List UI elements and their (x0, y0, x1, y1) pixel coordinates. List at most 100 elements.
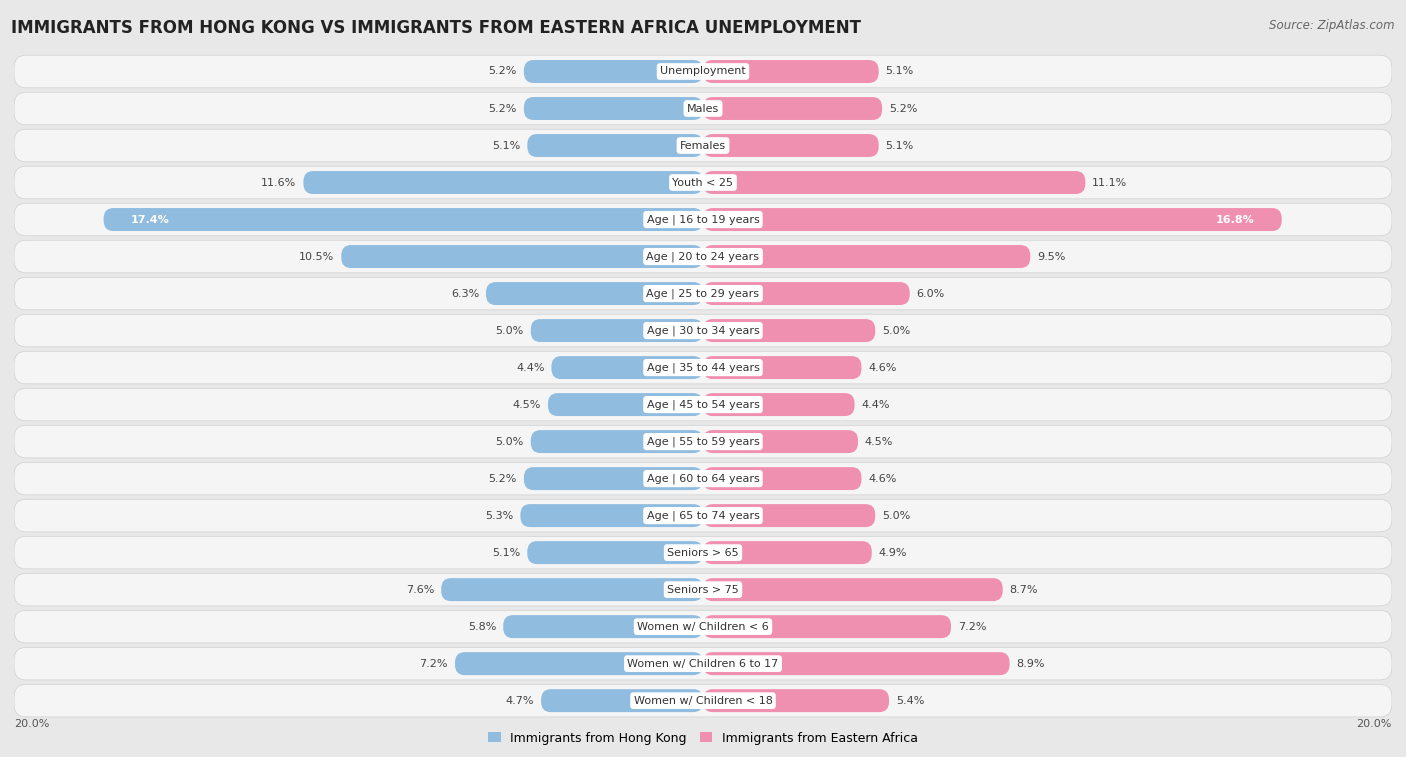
Text: Females: Females (681, 141, 725, 151)
FancyBboxPatch shape (703, 578, 1002, 601)
FancyBboxPatch shape (14, 463, 1392, 495)
Text: Age | 35 to 44 years: Age | 35 to 44 years (647, 363, 759, 372)
FancyBboxPatch shape (503, 615, 703, 638)
FancyBboxPatch shape (703, 689, 889, 712)
Text: 4.6%: 4.6% (869, 363, 897, 372)
FancyBboxPatch shape (441, 578, 703, 601)
FancyBboxPatch shape (304, 171, 703, 194)
Text: Women w/ Children 6 to 17: Women w/ Children 6 to 17 (627, 659, 779, 668)
Text: 4.7%: 4.7% (506, 696, 534, 706)
Text: 5.1%: 5.1% (492, 141, 520, 151)
FancyBboxPatch shape (703, 615, 950, 638)
Text: 4.5%: 4.5% (865, 437, 893, 447)
Text: Source: ZipAtlas.com: Source: ZipAtlas.com (1270, 19, 1395, 32)
Text: 6.3%: 6.3% (451, 288, 479, 298)
Text: 9.5%: 9.5% (1038, 251, 1066, 261)
FancyBboxPatch shape (531, 319, 703, 342)
FancyBboxPatch shape (524, 467, 703, 490)
FancyBboxPatch shape (14, 167, 1392, 199)
FancyBboxPatch shape (14, 388, 1392, 421)
Text: Age | 16 to 19 years: Age | 16 to 19 years (647, 214, 759, 225)
Text: Seniors > 65: Seniors > 65 (668, 547, 738, 558)
Text: 11.1%: 11.1% (1092, 178, 1128, 188)
Legend: Immigrants from Hong Kong, Immigrants from Eastern Africa: Immigrants from Hong Kong, Immigrants fr… (484, 727, 922, 749)
FancyBboxPatch shape (527, 541, 703, 564)
Text: 8.7%: 8.7% (1010, 584, 1038, 594)
Text: 5.1%: 5.1% (886, 67, 914, 76)
Text: IMMIGRANTS FROM HONG KONG VS IMMIGRANTS FROM EASTERN AFRICA UNEMPLOYMENT: IMMIGRANTS FROM HONG KONG VS IMMIGRANTS … (11, 19, 862, 37)
Text: 6.0%: 6.0% (917, 288, 945, 298)
Text: Women w/ Children < 6: Women w/ Children < 6 (637, 621, 769, 631)
FancyBboxPatch shape (703, 430, 858, 453)
FancyBboxPatch shape (703, 356, 862, 379)
FancyBboxPatch shape (14, 536, 1392, 569)
FancyBboxPatch shape (703, 467, 862, 490)
FancyBboxPatch shape (524, 60, 703, 83)
Text: 7.2%: 7.2% (419, 659, 449, 668)
FancyBboxPatch shape (520, 504, 703, 527)
FancyBboxPatch shape (14, 277, 1392, 310)
Text: 17.4%: 17.4% (131, 214, 170, 225)
Text: Unemployment: Unemployment (661, 67, 745, 76)
FancyBboxPatch shape (531, 430, 703, 453)
FancyBboxPatch shape (14, 425, 1392, 458)
FancyBboxPatch shape (14, 500, 1392, 532)
Text: 5.0%: 5.0% (496, 326, 524, 335)
Text: 4.4%: 4.4% (862, 400, 890, 410)
Text: 7.6%: 7.6% (406, 584, 434, 594)
FancyBboxPatch shape (703, 171, 1085, 194)
Text: 5.2%: 5.2% (489, 474, 517, 484)
FancyBboxPatch shape (14, 92, 1392, 125)
Text: Women w/ Children < 18: Women w/ Children < 18 (634, 696, 772, 706)
FancyBboxPatch shape (14, 684, 1392, 717)
FancyBboxPatch shape (703, 97, 882, 120)
FancyBboxPatch shape (14, 351, 1392, 384)
Text: 4.5%: 4.5% (513, 400, 541, 410)
Text: 5.3%: 5.3% (485, 511, 513, 521)
Text: Age | 45 to 54 years: Age | 45 to 54 years (647, 400, 759, 410)
Text: 4.6%: 4.6% (869, 474, 897, 484)
Text: Age | 65 to 74 years: Age | 65 to 74 years (647, 510, 759, 521)
Text: 5.2%: 5.2% (489, 104, 517, 114)
FancyBboxPatch shape (551, 356, 703, 379)
Text: 20.0%: 20.0% (14, 719, 49, 729)
FancyBboxPatch shape (703, 504, 875, 527)
Text: 5.4%: 5.4% (896, 696, 924, 706)
FancyBboxPatch shape (14, 647, 1392, 680)
Text: Age | 25 to 29 years: Age | 25 to 29 years (647, 288, 759, 299)
FancyBboxPatch shape (703, 245, 1031, 268)
Text: 11.6%: 11.6% (262, 178, 297, 188)
FancyBboxPatch shape (703, 60, 879, 83)
FancyBboxPatch shape (342, 245, 703, 268)
FancyBboxPatch shape (703, 653, 1010, 675)
FancyBboxPatch shape (541, 689, 703, 712)
FancyBboxPatch shape (703, 208, 1282, 231)
Text: 5.2%: 5.2% (489, 67, 517, 76)
Text: Age | 30 to 34 years: Age | 30 to 34 years (647, 326, 759, 336)
Text: Males: Males (688, 104, 718, 114)
Text: 5.0%: 5.0% (882, 326, 910, 335)
Text: 7.2%: 7.2% (957, 621, 987, 631)
FancyBboxPatch shape (14, 314, 1392, 347)
Text: Age | 55 to 59 years: Age | 55 to 59 years (647, 436, 759, 447)
FancyBboxPatch shape (703, 134, 879, 157)
Text: 20.0%: 20.0% (1357, 719, 1392, 729)
FancyBboxPatch shape (14, 240, 1392, 273)
Text: 10.5%: 10.5% (299, 251, 335, 261)
Text: Seniors > 75: Seniors > 75 (666, 584, 740, 594)
FancyBboxPatch shape (14, 203, 1392, 236)
Text: Age | 60 to 64 years: Age | 60 to 64 years (647, 473, 759, 484)
FancyBboxPatch shape (104, 208, 703, 231)
Text: 5.2%: 5.2% (889, 104, 917, 114)
Text: 5.0%: 5.0% (882, 511, 910, 521)
FancyBboxPatch shape (14, 129, 1392, 162)
Text: 8.9%: 8.9% (1017, 659, 1045, 668)
Text: Age | 20 to 24 years: Age | 20 to 24 years (647, 251, 759, 262)
FancyBboxPatch shape (703, 282, 910, 305)
FancyBboxPatch shape (14, 55, 1392, 88)
Text: 4.4%: 4.4% (516, 363, 544, 372)
FancyBboxPatch shape (548, 393, 703, 416)
FancyBboxPatch shape (703, 541, 872, 564)
Text: 5.1%: 5.1% (886, 141, 914, 151)
FancyBboxPatch shape (14, 573, 1392, 606)
